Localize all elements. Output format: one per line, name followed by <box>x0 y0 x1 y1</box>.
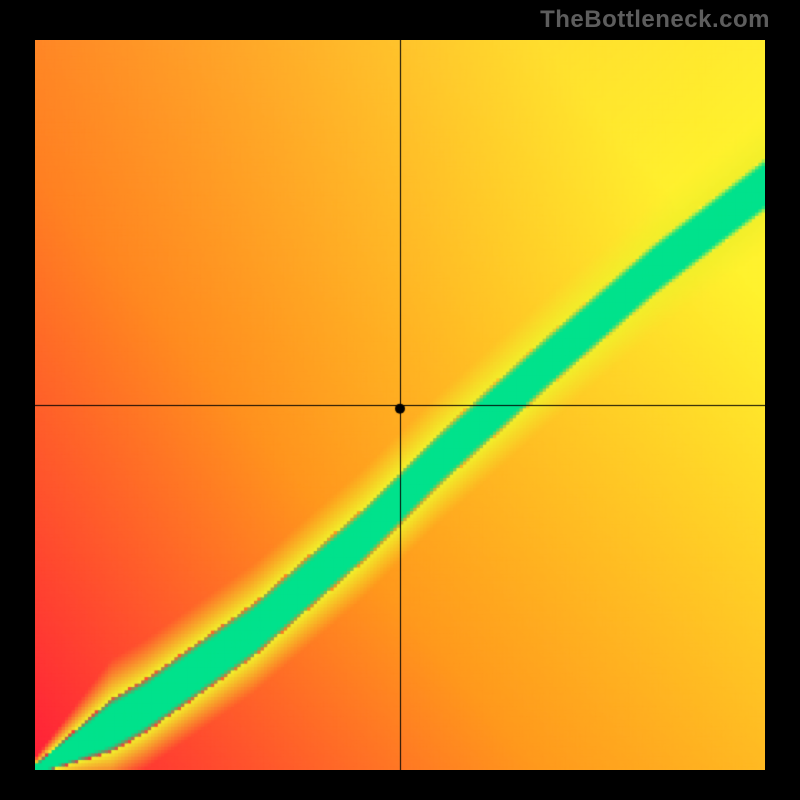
heatmap-canvas <box>35 40 765 770</box>
chart-root: { "watermark": { "text": "TheBottleneck.… <box>0 0 800 800</box>
heatmap-plot <box>35 40 765 770</box>
watermark-text: TheBottleneck.com <box>540 6 770 34</box>
